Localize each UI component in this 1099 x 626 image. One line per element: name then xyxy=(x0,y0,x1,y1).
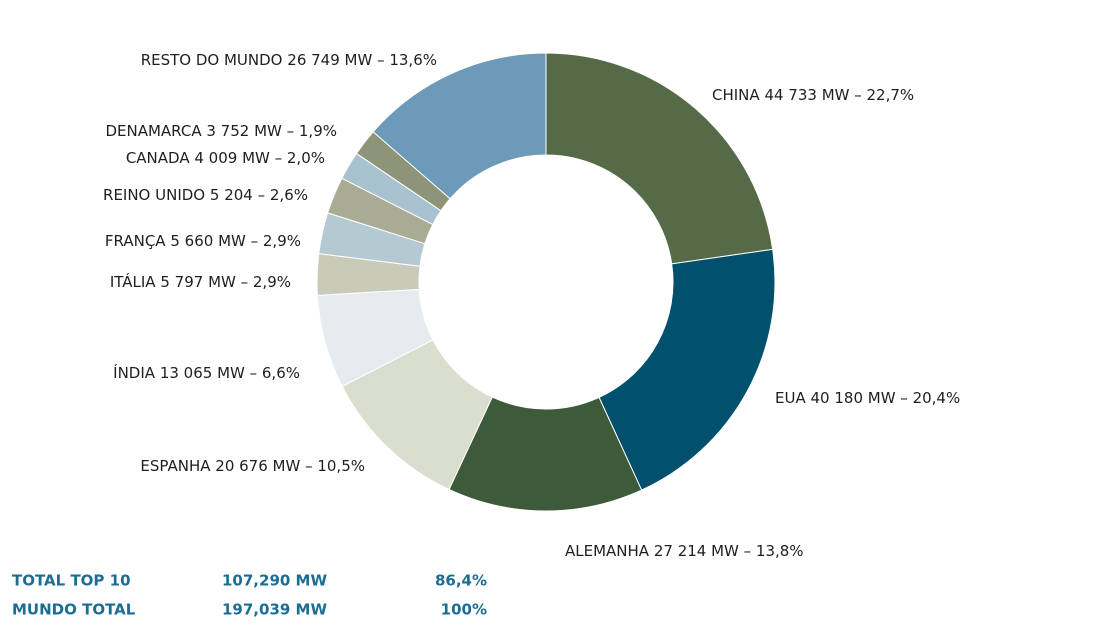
slice-category: FRANÇA xyxy=(105,232,166,250)
slice xyxy=(545,52,774,265)
slice-category: ESPANHA xyxy=(140,457,211,475)
slice-label: REINO UNIDO 5 204 – 2,6% xyxy=(103,186,308,204)
slice-category: REINO UNIDO xyxy=(103,186,205,204)
slice-label: RESTO DO MUNDO 26 749 MW – 13,6% xyxy=(141,51,437,69)
slice-value: 3 752 MW – 1,9% xyxy=(206,122,337,140)
table-cell: 100% xyxy=(441,601,487,619)
slice-category: ÍNDIA xyxy=(113,363,156,382)
slice-category: RESTO DO MUNDO xyxy=(141,51,283,69)
slice-value: 5 204 – 2,6% xyxy=(210,186,308,204)
slice-label: FRANÇA 5 660 MW – 2,9% xyxy=(105,232,301,250)
slice-category: CHINA xyxy=(712,86,760,104)
slice-value: 44 733 MW – 22,7% xyxy=(764,86,914,104)
slice-category: ITÁLIA xyxy=(110,272,156,291)
slice-label: ESPANHA 20 676 MW – 10,5% xyxy=(140,457,365,475)
table-cell: MUNDO TOTAL xyxy=(12,601,136,619)
slice-value: 26 749 MW – 13,6% xyxy=(287,51,437,69)
slice-label: EUA 40 180 MW – 20,4% xyxy=(775,389,960,407)
slice xyxy=(598,248,776,491)
slice-label: ALEMANHA 27 214 MW – 13,8% xyxy=(565,542,804,560)
slice-value: 5 797 MW – 2,9% xyxy=(160,273,291,291)
slice-category: CANADA xyxy=(126,149,191,167)
slice-value: 40 180 MW – 20,4% xyxy=(811,389,961,407)
slice-category: EUA xyxy=(775,389,806,407)
slice-label: CHINA 44 733 MW – 22,7% xyxy=(712,86,914,104)
slice-label: ITÁLIA 5 797 MW – 2,9% xyxy=(110,272,291,291)
table-cell: 107,290 MW xyxy=(222,572,327,590)
slice-value: 20 676 MW – 10,5% xyxy=(215,457,365,475)
table-cell: TOTAL TOP 10 xyxy=(12,572,131,590)
slice-label: ÍNDIA 13 065 MW – 6,6% xyxy=(113,363,300,382)
table-cell: 197,039 MW xyxy=(222,601,327,619)
slice-value: 4 009 MW – 2,0% xyxy=(194,149,325,167)
slice-label: DENAMARCA 3 752 MW – 1,9% xyxy=(105,122,337,140)
slice-category: DENAMARCA xyxy=(105,122,202,140)
slice-category: ALEMANHA xyxy=(565,542,650,560)
slice-value: 13 065 MW – 6,6% xyxy=(160,364,300,382)
slice xyxy=(372,52,547,200)
slice-label: CANADA 4 009 MW – 2,0% xyxy=(126,149,325,167)
slice-value: 5 660 MW – 2,9% xyxy=(170,232,301,250)
slice-value: 27 214 MW – 13,8% xyxy=(654,542,804,560)
table-cell: 86,4% xyxy=(435,572,487,590)
